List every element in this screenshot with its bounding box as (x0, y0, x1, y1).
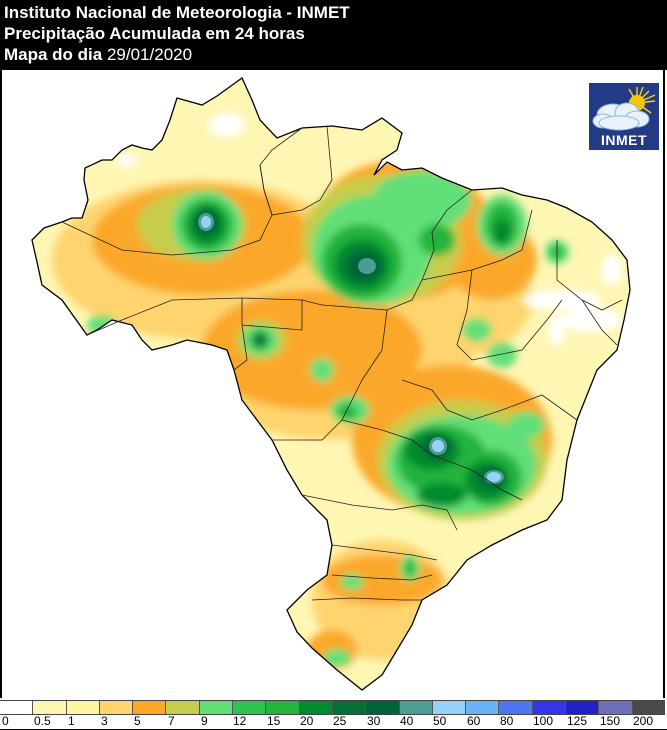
institute-title: Instituto Nacional de Meteorologia - INM… (4, 3, 350, 22)
legend-swatch (0, 701, 34, 714)
legend-label: 0 (2, 714, 9, 728)
legend-swatch (33, 701, 67, 714)
legend-swatch (399, 701, 433, 714)
legend-swatch (566, 701, 600, 714)
legend-label: 50 (433, 714, 447, 728)
map-date: 29/01/2020 (106, 45, 193, 64)
legend-label: 1 (68, 714, 75, 728)
legend-swatch (466, 701, 500, 714)
map-title: Precipitação Acumulada em 24 horas (4, 24, 305, 43)
legend-labels: 0 0.5 1 3 5 7 9 12 15 20 25 30 40 50 60 … (0, 715, 667, 729)
legend-color-bar (0, 700, 665, 715)
legend-label: 200 (633, 714, 654, 728)
legend-label: 12 (233, 714, 247, 728)
legend-label: 15 (267, 714, 281, 728)
legend-swatch (166, 701, 200, 714)
legend-label: 100 (533, 714, 554, 728)
legend-swatch (199, 701, 234, 714)
map-day-label: Mapa do dia (4, 45, 103, 64)
logo-text: INMET (600, 132, 648, 148)
legend-label: 5 (134, 714, 141, 728)
header: Instituto Nacional de Meteorologia - INM… (0, 0, 667, 70)
color-legend: 0 0.5 1 3 5 7 9 12 15 20 25 30 40 50 60 … (0, 698, 667, 730)
legend-label: 20 (300, 714, 314, 728)
legend-swatch (332, 701, 367, 714)
legend-label: 9 (201, 714, 208, 728)
legend-swatch (266, 701, 300, 714)
legend-label: 60 (467, 714, 481, 728)
legend-label: 150 (600, 714, 621, 728)
legend-swatch (133, 701, 167, 714)
inmet-logo: INMET (589, 83, 659, 150)
legend-label: 30 (367, 714, 381, 728)
legend-swatch (233, 701, 267, 714)
cloud-sun-icon (592, 86, 656, 131)
legend-swatch (299, 701, 333, 714)
legend-swatch (599, 701, 633, 714)
legend-swatch (499, 701, 533, 714)
legend-swatch (432, 701, 467, 714)
legend-label: 125 (567, 714, 588, 728)
legend-swatch (632, 701, 665, 714)
legend-swatch (99, 701, 134, 714)
legend-swatch (532, 701, 567, 714)
legend-swatch (366, 701, 400, 714)
legend-label: 80 (500, 714, 514, 728)
legend-swatch (66, 701, 100, 714)
map-subtitle: Mapa do dia 29/01/2020 (4, 45, 192, 65)
map-frame: INMET (0, 70, 665, 698)
legend-label: 25 (333, 714, 347, 728)
legend-label: 0.5 (34, 714, 51, 728)
legend-label: 3 (101, 714, 108, 728)
legend-label: 40 (400, 714, 414, 728)
legend-label: 7 (168, 714, 175, 728)
precipitation-map (31, 77, 631, 691)
